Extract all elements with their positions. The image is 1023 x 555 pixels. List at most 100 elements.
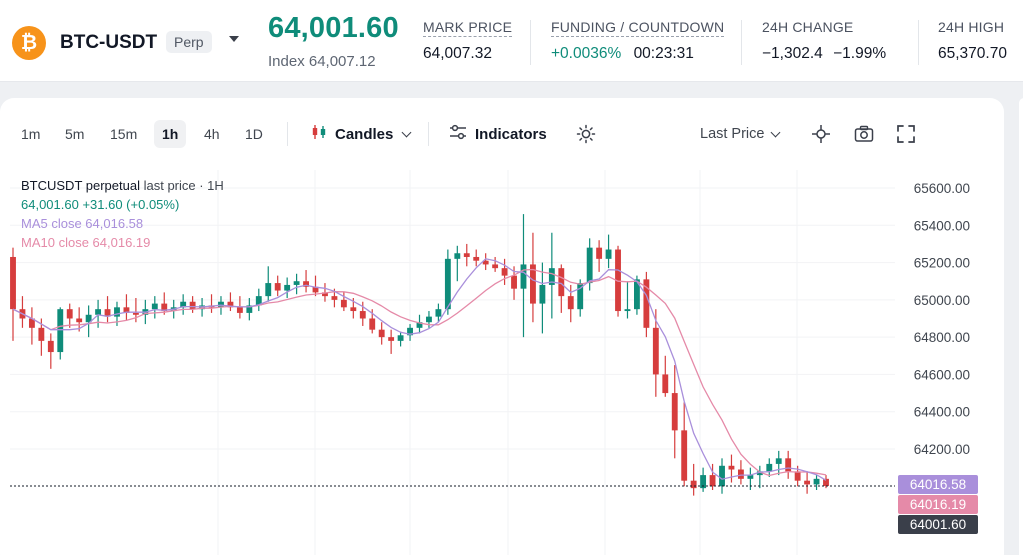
candle [737,460,744,485]
candle-body [444,258,451,310]
timeframe-1h[interactable]: 1h [154,120,187,148]
candle-body [633,279,640,310]
candle-body [416,322,423,328]
side-panel-edge [1019,98,1023,555]
candle [596,240,603,272]
candle [161,292,168,315]
candles-series [10,214,829,496]
symbol-name[interactable]: BTC-USDT [60,32,158,53]
price-tag-label: 64016.19 [910,497,966,512]
candles-button[interactable]: Candles [311,120,412,148]
high-label: 24H HIGH [938,19,1005,35]
candle [57,307,64,360]
candle-body [804,480,811,485]
candle [473,249,480,267]
candle-body [785,458,792,472]
candle [558,264,565,313]
candle [359,301,366,326]
chart-card: 1m 5m 15m 1h 4h 1D Candles Indicators La… [0,98,1004,555]
candles-label: Candles [335,125,394,143]
candle-body [624,309,631,312]
mark-price-value: 64,007.32 [423,45,492,62]
funding-countdown: 00:23:31 [633,45,694,62]
candle-body [274,283,281,291]
candle [246,297,253,321]
change-label: 24H CHANGE [762,19,854,35]
candle [775,450,782,476]
candle-body [161,303,168,312]
candle [227,292,234,312]
candle [530,232,536,323]
candle-body [359,311,366,319]
candle-body [823,478,829,486]
price-tag-label: 64016.58 [910,477,966,492]
settings-sun-icon[interactable] [574,122,598,146]
candle [700,467,707,492]
y-tick-label: 65400.00 [914,218,970,233]
price-tag: 64001.60 [898,515,978,534]
candle-body [47,340,54,353]
candle-body [473,256,480,261]
last-price: 64,001.60 [268,12,399,44]
candle [378,322,385,345]
timeframe-1d[interactable]: 1D [245,126,263,142]
candle [151,296,158,319]
fullscreen-icon[interactable] [894,122,918,146]
y-tick-label: 65000.00 [914,293,970,308]
candle-body [794,471,801,481]
candle-body [303,281,309,287]
candle [397,331,404,347]
timeframe-4h[interactable]: 4h [204,126,220,142]
timeframe-5m[interactable]: 5m [65,126,85,142]
candle-body [756,471,763,476]
symbol-dropdown-icon[interactable] [229,36,239,42]
crosshair-icon[interactable] [809,122,833,146]
mark-price-label[interactable]: MARK PRICE [423,19,513,37]
candle-body [435,309,442,317]
legend-subtitle: last price · 1H [143,178,224,193]
stat-divider [741,20,742,65]
candle-body [369,318,376,330]
candle [681,402,688,487]
timeframe-1m[interactable]: 1m [21,126,41,142]
candle [454,245,461,282]
indicators-button[interactable]: Indicators [449,120,547,148]
candle [104,296,111,323]
ticker-bar: ₿ BTC-USDT Perp 64,001.60 Index 64,007.1… [0,0,1023,82]
camera-icon[interactable] [852,122,876,146]
stat-divider [918,20,919,65]
candle-body [690,480,697,489]
candle [19,296,26,328]
candle [293,273,300,295]
candle [47,333,54,369]
timeframe-15m[interactable]: 15m [110,126,138,142]
candle [463,243,470,267]
candle [85,305,92,338]
y-tick-label: 64400.00 [914,405,970,420]
candle-body [340,299,347,308]
candle-body [577,283,584,310]
candle [189,296,196,313]
candle-body [615,249,621,312]
candle [548,232,555,319]
candle [539,262,546,334]
candle-body [189,301,196,310]
bitcoin-icon: ₿ [12,26,46,60]
funding-label[interactable]: FUNDING / COUNTDOWN [551,19,725,37]
price-chart[interactable]: 65600.00 65400.00 65200.00 65000.00 64800.00… [0,98,1004,555]
price-tag: 64016.58 [898,475,978,494]
candle-body [331,296,338,300]
candle-body [66,309,73,319]
candle [444,249,451,315]
price-source-select[interactable]: Last Price [700,120,781,148]
ma10-line [12,268,827,477]
candle-body [737,469,744,479]
candle-body [539,284,546,304]
candle-body [28,318,35,328]
y-tick-label: 64600.00 [914,367,970,382]
high-stat: 24H HIGH 65,370.70 [938,19,1007,63]
candle [274,275,281,297]
chart-toolbar: 1m 5m 15m 1h 4h 1D Candles Indicators La… [0,98,1004,170]
candle [501,258,508,285]
candle [804,471,811,494]
